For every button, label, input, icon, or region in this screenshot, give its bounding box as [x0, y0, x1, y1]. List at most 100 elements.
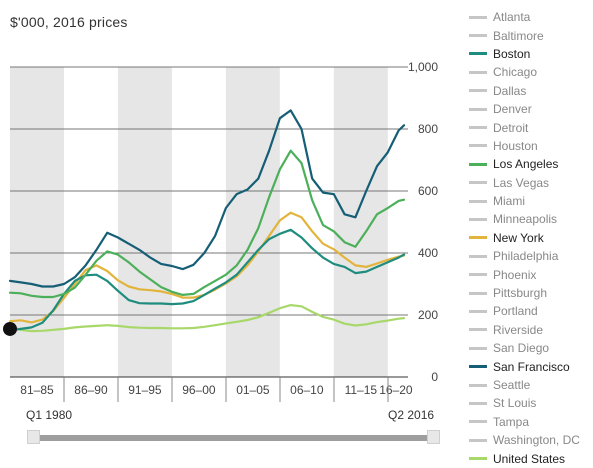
- legend-item-washington-dc[interactable]: Washington, DC: [469, 431, 580, 449]
- legend-item-atlanta[interactable]: Atlanta: [469, 8, 580, 26]
- legend-swatch: [469, 89, 487, 93]
- legend-item-new-york[interactable]: New York: [469, 229, 580, 247]
- series-line-united-states: [8, 304, 406, 333]
- legend-label: Portland: [493, 304, 538, 319]
- series-line-los-angeles: [8, 149, 406, 299]
- legend-label: San Francisco: [493, 359, 570, 374]
- y-axis: 0 200 400 600 800 1,000: [408, 60, 438, 384]
- legend-swatch: [469, 457, 487, 461]
- legend-label: Boston: [493, 46, 531, 61]
- legend-label: New York: [493, 230, 544, 245]
- legend-item-houston[interactable]: Houston: [469, 137, 580, 155]
- legend-item-philadelphia[interactable]: Philadelphia: [469, 247, 580, 265]
- x-tick-label: 01–05: [236, 383, 270, 397]
- legend-label: Dallas: [493, 83, 527, 98]
- legend-label: Denver: [493, 102, 532, 117]
- legend-label: Detroit: [493, 120, 529, 135]
- legend-swatch: [469, 236, 487, 240]
- slider-start-handle[interactable]: [27, 430, 40, 444]
- legend-swatch: [469, 34, 487, 38]
- legend-label: Atlanta: [493, 10, 531, 25]
- marker-layer: [3, 321, 17, 336]
- legend-swatch: [469, 199, 487, 203]
- y-tick-label: 800: [418, 122, 438, 136]
- x-tick-label: 96–00: [182, 383, 216, 397]
- legend-label: Seattle: [493, 378, 531, 392]
- legend-item-detroit[interactable]: Detroit: [469, 118, 580, 136]
- legend-item-tampa[interactable]: Tampa: [469, 413, 580, 431]
- legend-item-las-vegas[interactable]: Las Vegas: [469, 174, 580, 192]
- legend-item-miami[interactable]: Miami: [469, 192, 580, 210]
- legend-item-portland[interactable]: Portland: [469, 302, 580, 320]
- legend-label: Phoenix: [493, 267, 537, 282]
- gridlines: [10, 66, 408, 378]
- legend-item-minneapolis[interactable]: Minneapolis: [469, 210, 580, 228]
- legend-swatch: [469, 291, 487, 295]
- x-tick-label: 06–10: [290, 383, 324, 397]
- legend-label: Baltimore: [493, 28, 544, 43]
- slider-start-label: Q1 1980: [26, 408, 73, 422]
- legend-label: Washington, DC: [493, 433, 580, 448]
- series-line-san-francisco: [8, 109, 406, 288]
- legend-item-chicago[interactable]: Chicago: [469, 63, 580, 81]
- position-marker: [3, 321, 17, 336]
- period-band-91-95: [117, 67, 172, 377]
- city-legend: Atlanta Baltimore Boston Chicago Dallas Denve…: [469, 8, 580, 468]
- series-lines: [8, 109, 406, 333]
- legend-label: Chicago: [493, 65, 538, 80]
- period-band-01-05: [225, 67, 280, 377]
- legend-label: Tampa: [493, 414, 530, 429]
- slider-end-label: Q2 2016: [388, 408, 435, 422]
- legend-swatch: [469, 438, 487, 442]
- y-tick-label: 0: [431, 370, 438, 384]
- legend-swatch: [469, 420, 487, 424]
- legend-label: Houston: [493, 138, 538, 153]
- legend-swatch: [469, 52, 487, 56]
- legend-label: United States: [493, 451, 566, 466]
- legend-item-los-angeles[interactable]: Los Angeles: [469, 155, 580, 173]
- legend-swatch: [469, 15, 487, 19]
- legend-swatch: [469, 254, 487, 258]
- legend-swatch: [469, 144, 487, 148]
- legend-item-dallas[interactable]: Dallas: [469, 82, 580, 100]
- y-tick-label: 200: [418, 308, 438, 322]
- period-band-11-15: [333, 67, 388, 377]
- legend-swatch: [469, 217, 487, 221]
- legend-item-phoenix[interactable]: Phoenix: [469, 265, 580, 283]
- legend-item-riverside[interactable]: Riverside: [469, 321, 580, 339]
- legend-label: Los Angeles: [493, 157, 559, 172]
- legend-swatch: [469, 346, 487, 350]
- y-tick-label: 600: [418, 184, 438, 198]
- legend-swatch: [469, 309, 487, 313]
- legend-label: Minneapolis: [493, 212, 558, 227]
- legend-swatch: [469, 181, 487, 185]
- legend-item-seattle[interactable]: Seattle: [469, 376, 580, 394]
- x-tick-label: 16–20: [379, 383, 413, 397]
- legend-label: San Diego: [493, 341, 550, 356]
- legend-swatch: [469, 162, 487, 166]
- legend-item-san-diego[interactable]: San Diego: [469, 339, 580, 357]
- y-tick-label: 1,000: [408, 60, 438, 74]
- legend-swatch: [469, 126, 487, 130]
- legend-swatch: [469, 70, 487, 74]
- legend-item-baltimore[interactable]: Baltimore: [469, 26, 580, 44]
- legend-swatch: [469, 107, 487, 111]
- legend-swatch: [469, 328, 487, 332]
- legend-swatch: [469, 401, 487, 405]
- legend-item-united-states[interactable]: United States: [469, 449, 580, 467]
- x-tick-label: 86–90: [74, 383, 108, 397]
- y-tick-label: 400: [418, 246, 438, 260]
- x-tick-label: 81–85: [20, 383, 54, 397]
- legend-label: Miami: [493, 194, 525, 209]
- slider-end-handle[interactable]: [427, 430, 440, 444]
- date-range-slider-track[interactable]: [32, 435, 436, 441]
- legend-item-denver[interactable]: Denver: [469, 100, 580, 118]
- legend-item-pittsburgh[interactable]: Pittsburgh: [469, 284, 580, 302]
- legend-item-st-louis[interactable]: St Louis: [469, 394, 580, 412]
- x-tick-label: 11–15: [345, 383, 378, 397]
- legend-item-san-francisco[interactable]: San Francisco: [469, 357, 580, 375]
- legend-label: Philadelphia: [493, 249, 559, 264]
- x-axis: 81–85 86–90 91–95 96–00 01–05 06–10 11–15 16–20: [20, 377, 413, 402]
- unit-label: $'000, 2016 prices: [10, 14, 128, 30]
- legend-item-boston[interactable]: Boston: [469, 45, 580, 63]
